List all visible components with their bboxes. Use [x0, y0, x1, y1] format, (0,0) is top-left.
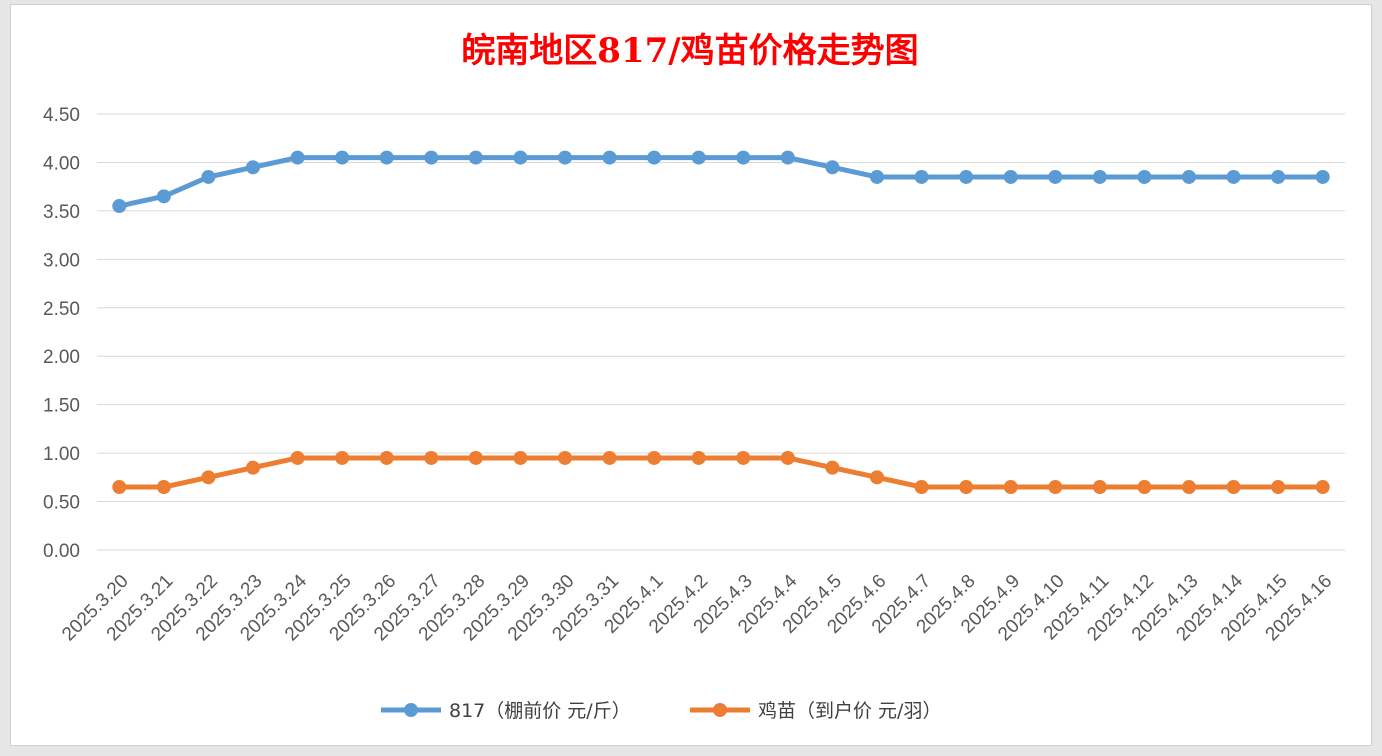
data-point — [1182, 480, 1196, 495]
legend-label: 817（棚前价 元/斤） — [449, 700, 631, 722]
data-point — [379, 450, 394, 465]
data-point — [870, 169, 884, 184]
series-1 — [112, 450, 1330, 495]
legend-item: 817（棚前价 元/斤） — [381, 700, 631, 722]
data-point — [602, 450, 617, 465]
data-point — [156, 189, 171, 204]
data-point — [870, 470, 884, 485]
y-tick-label: 2.50 — [43, 299, 80, 320]
data-point — [290, 450, 305, 465]
data-point — [558, 150, 572, 165]
data-point — [914, 480, 929, 495]
x-axis-ticks: 2025.3.202025.3.212025.3.222025.3.232025… — [58, 570, 1336, 645]
data-point — [1003, 169, 1018, 184]
data-point — [1137, 480, 1152, 495]
y-tick-label: 3.50 — [43, 202, 80, 223]
data-point — [1003, 480, 1018, 495]
y-tick-label: 0.00 — [43, 541, 80, 562]
y-axis-ticks: 0.00 0.50 1.00 1.50 2.00 2.50 3.00 3.50 4.00 4.50 — [43, 105, 80, 562]
data-point — [914, 169, 929, 184]
legend-marker-icon — [404, 703, 418, 717]
data-point — [112, 199, 127, 214]
data-point — [156, 480, 171, 495]
y-tick-label: 2.00 — [43, 347, 80, 368]
y-tick-label: 1.00 — [43, 444, 80, 465]
data-point — [246, 460, 260, 475]
data-point — [780, 450, 795, 465]
data-point — [959, 480, 974, 495]
data-point — [691, 150, 706, 165]
series-line — [116, 155, 1326, 209]
data-point — [647, 450, 662, 465]
data-point — [1048, 169, 1063, 184]
gridlines — [97, 113, 1345, 551]
data-point — [379, 150, 394, 165]
chart-title: 皖南地区817/鸡苗价格走势图 — [461, 31, 918, 71]
legend-label: 鸡苗（到户价 元/羽） — [758, 700, 941, 722]
data-point — [201, 470, 216, 485]
data-point — [691, 450, 706, 465]
data-point — [1048, 480, 1063, 495]
data-point — [424, 450, 439, 465]
data-point — [335, 150, 350, 165]
data-point — [1182, 169, 1196, 184]
data-point — [825, 160, 840, 175]
y-tick-label: 1.50 — [43, 396, 80, 417]
data-point — [647, 150, 662, 165]
data-point — [736, 450, 751, 465]
data-point — [468, 450, 483, 465]
data-point — [1226, 480, 1241, 495]
legend: 817（棚前价 元/斤） 鸡苗（到户价 元/羽） — [381, 700, 941, 722]
y-tick-label: 3.00 — [43, 250, 80, 271]
data-point — [1137, 169, 1152, 184]
data-point — [112, 480, 127, 495]
legend-item: 鸡苗（到户价 元/羽） — [690, 700, 941, 722]
data-point — [602, 150, 617, 165]
data-point — [1226, 169, 1241, 184]
data-point — [959, 169, 974, 184]
data-point — [736, 150, 751, 165]
data-point — [780, 150, 795, 165]
data-point — [1271, 480, 1286, 495]
y-tick-label: 4.50 — [43, 105, 80, 126]
series-line — [116, 455, 1326, 490]
data-point — [558, 450, 572, 465]
data-point — [1315, 169, 1330, 184]
data-point — [246, 160, 260, 175]
series-0 — [112, 150, 1330, 214]
chart-area — [10, 4, 1372, 746]
y-tick-label: 4.00 — [43, 153, 80, 174]
data-point — [335, 450, 350, 465]
data-point — [1315, 480, 1330, 495]
legend-marker-icon — [713, 703, 727, 717]
data-point — [201, 169, 216, 184]
data-point — [424, 150, 439, 165]
data-point — [468, 150, 483, 165]
series-group — [112, 150, 1330, 495]
data-point — [513, 450, 528, 465]
y-tick-label: 0.50 — [43, 493, 80, 514]
data-point — [290, 150, 305, 165]
data-point — [825, 460, 840, 475]
data-point — [1092, 169, 1107, 184]
data-point — [1092, 480, 1107, 495]
data-point — [1271, 169, 1286, 184]
data-point — [513, 150, 528, 165]
